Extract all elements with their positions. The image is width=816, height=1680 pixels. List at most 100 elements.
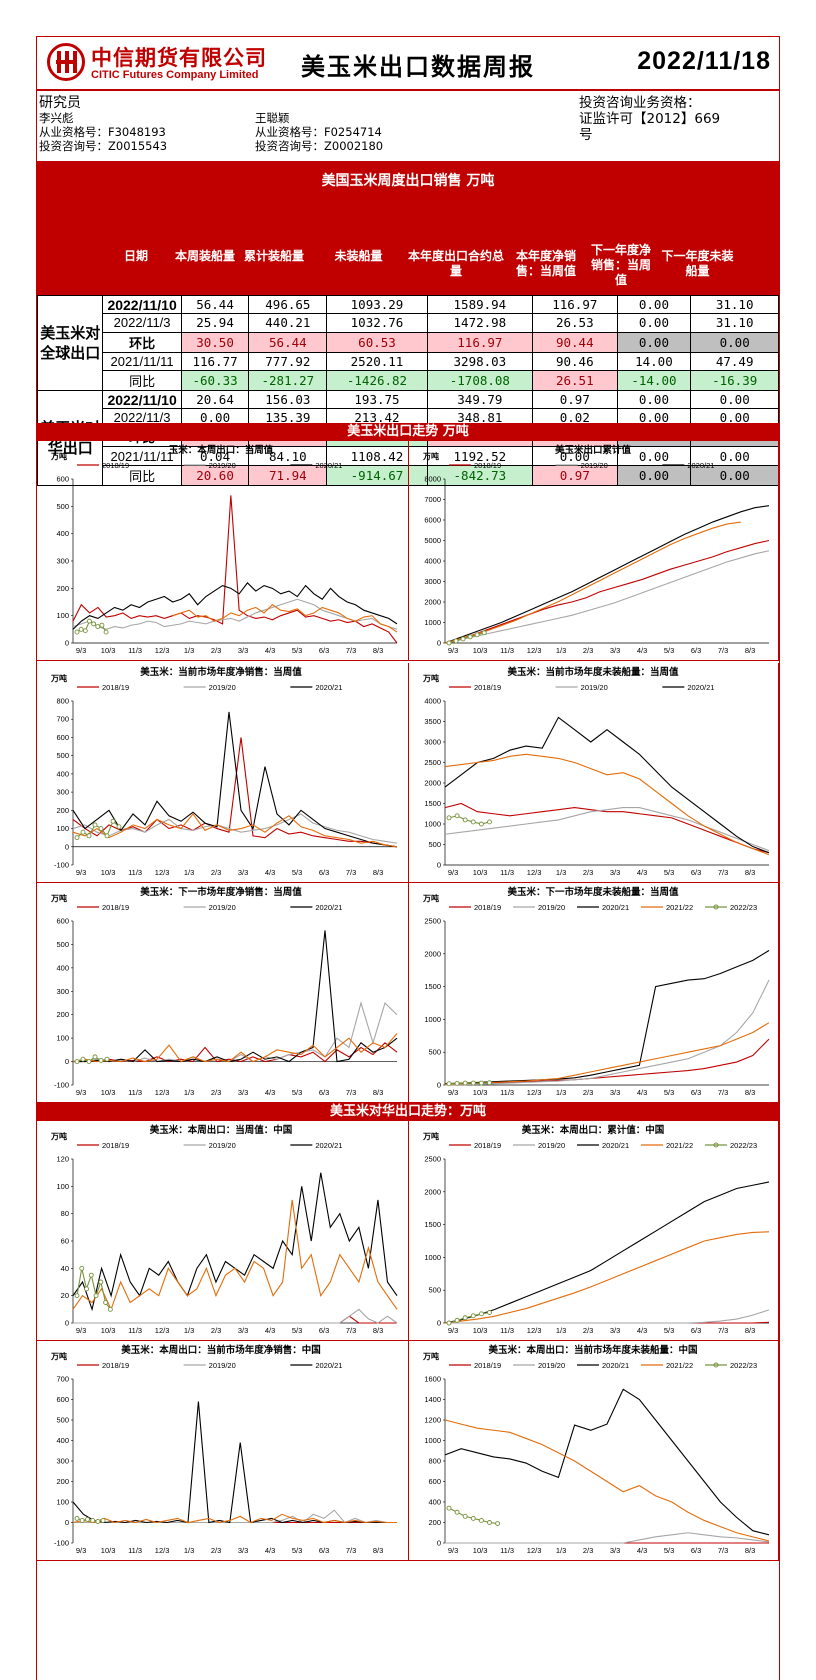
table-cell: 0.00 [616, 446, 692, 466]
y-tick-label: 500 [56, 751, 69, 760]
chart-c9: 万吨 美玉米：本周出口：当前市场年度净销售：中国 2018/19 2019/20 202… [37, 1341, 409, 1561]
x-tick-label: 8/3 [745, 1326, 755, 1335]
x-tick-label: 3/3 [238, 1088, 248, 1097]
x-tick-label: 9/3 [76, 1326, 86, 1335]
y-tick-label: 2000 [424, 598, 441, 607]
y-tick-label: 500 [56, 1416, 69, 1425]
chart-title: 玉米：本周出口：当周值 [169, 444, 274, 456]
table-cell: 116.97 [426, 331, 534, 353]
y-tick-label: 400 [56, 1436, 69, 1445]
series-point [454, 1317, 460, 1323]
citic-logo-icon [47, 43, 85, 81]
legend-label: 2019/20 [209, 461, 236, 470]
x-tick-label: 2/3 [211, 868, 221, 877]
row-label: 2021/11/11 [102, 351, 182, 371]
x-tick-label: 10/3 [101, 1546, 116, 1555]
series-line [76, 1268, 111, 1310]
chart-title: 美玉米：本周出口：当前市场年度未装船量：中国 [487, 1344, 697, 1356]
table-cell: 2520.11 [326, 351, 428, 371]
table-cell: 31.10 [690, 294, 779, 315]
table-cell: 30.50 [180, 331, 250, 353]
series-point [84, 1286, 89, 1292]
y-tick-label: 200 [56, 584, 69, 593]
y-tick-label: 1000 [424, 1436, 441, 1445]
series-line [172, 604, 398, 633]
x-tick-label: 3/3 [610, 1546, 620, 1555]
x-tick-label: 8/3 [745, 868, 755, 877]
chart-svg: 万吨 美玉米：本周出口：当前市场年度未装船量：中国 2018/19 2019/20 20… [422, 1344, 770, 1555]
legend-label: 2022/23 [730, 1361, 757, 1370]
x-tick-label: 9/3 [76, 868, 86, 877]
report-frame: 中信期货有限公司 CITIC Futures Company Limited 美… [36, 36, 780, 1680]
table-cell: 116.97 [532, 294, 618, 315]
x-tick-label: 10/3 [101, 1088, 116, 1097]
chart-c5: 万吨 美玉米：下一市场年度净销售：当周值 2018/19 2019/20 2020/21… [37, 883, 409, 1103]
x-tick-label: 1/3 [184, 1546, 194, 1555]
legend-label: 2021/22 [666, 903, 693, 912]
x-tick-label: 5/3 [292, 1546, 302, 1555]
x-tick-label: 4/3 [637, 1326, 647, 1335]
y-tick-label: 600 [56, 917, 69, 926]
x-tick-label: 5/3 [664, 646, 674, 655]
table-cell: 0.00 [616, 294, 692, 315]
x-tick-label: 9/3 [448, 1326, 458, 1335]
legend-label: 2019/20 [581, 461, 608, 470]
chart-c7: 万吨 美玉米：本周出口：当周值：中国 2018/19 2019/20 2020/21 0 2… [37, 1121, 409, 1341]
series-line [444, 802, 770, 854]
x-tick-label: 6/3 [691, 1546, 701, 1555]
x-tick-label: 2/3 [583, 868, 593, 877]
table-cell: 26.53 [532, 313, 618, 333]
section-banner-china: 美玉米对华出口走势：万吨 [37, 1103, 779, 1121]
y-tick-label: 200 [56, 806, 69, 815]
series-point [446, 815, 452, 821]
chart-svg: 万吨 美玉米：本周出口：当周值：中国 2018/19 2019/20 2020/21 0 2… [50, 1124, 398, 1335]
table-cell: -14.00 [616, 369, 692, 391]
y-tick-label: 400 [56, 769, 69, 778]
table-cell: 0.00 [532, 446, 618, 466]
x-tick-label: 7/3 [718, 1546, 728, 1555]
y-tick-label: 800 [428, 1457, 441, 1466]
series-point [98, 1057, 104, 1063]
chart-c6: 万吨 美玉米：下一市场年度未装船量：当周值 2018/19 2019/20 2020/2… [409, 883, 779, 1103]
series-point [446, 1320, 452, 1326]
unit-label: 万吨 [50, 1351, 67, 1361]
series-line [444, 1419, 770, 1542]
y-tick-label: 600 [56, 1395, 69, 1404]
x-tick-label: 11/3 [128, 1326, 142, 1335]
y-tick-label: 2000 [424, 779, 441, 788]
legend-label: 2021/22 [666, 1141, 693, 1150]
chart-svg: 万吨 玉米：本周出口：当周值 2018/19 2019/20 2020/21 0 100 20… [50, 444, 398, 655]
role-label: 研究员 [39, 95, 81, 111]
unit-label: 万吨 [422, 673, 439, 683]
series-point [100, 1517, 106, 1523]
legend-label: 2018/19 [474, 1141, 501, 1150]
y-tick-label: 500 [428, 1048, 441, 1057]
y-tick-label: 2000 [424, 949, 441, 958]
unit-label: 万吨 [422, 893, 439, 903]
series-line [444, 1038, 770, 1086]
analyst1-qual: 从业资格号：F3048193 [39, 125, 166, 139]
chart-title: 美玉米：下一市场年度未装船量：当周值 [506, 886, 679, 898]
series-line [73, 1308, 398, 1324]
y-tick-label: 1500 [424, 982, 441, 991]
x-tick-label: 7/3 [718, 1326, 728, 1335]
x-tick-label: 2/3 [583, 1546, 593, 1555]
y-tick-label: 6000 [424, 516, 441, 525]
y-tick-label: 200 [56, 1010, 69, 1019]
legend-label: 2018/19 [474, 683, 501, 692]
legend-label: 2020/21 [315, 1141, 342, 1150]
series-point [446, 1505, 452, 1511]
x-tick-label: 11/3 [128, 646, 142, 655]
x-tick-label: 6/3 [691, 868, 701, 877]
x-tick-label: 1/3 [556, 646, 566, 655]
table-row: 环比 30.50 56.44 60.53 116.97 90.44 0.00 0.00 [38, 331, 779, 353]
table-cell: 26.51 [532, 369, 618, 391]
y-tick-label: 1400 [424, 1395, 441, 1404]
y-tick-label: -100 [54, 1081, 69, 1090]
x-tick-label: 10/3 [101, 646, 116, 655]
analyst2-name: 王聪颖 [255, 111, 290, 125]
chart-title: 美玉米：当前市场年度未装船量：当周值 [506, 666, 679, 678]
table-cell: 0.00 [616, 389, 692, 410]
series-line [444, 550, 770, 644]
x-tick-label: 5/3 [292, 868, 302, 877]
